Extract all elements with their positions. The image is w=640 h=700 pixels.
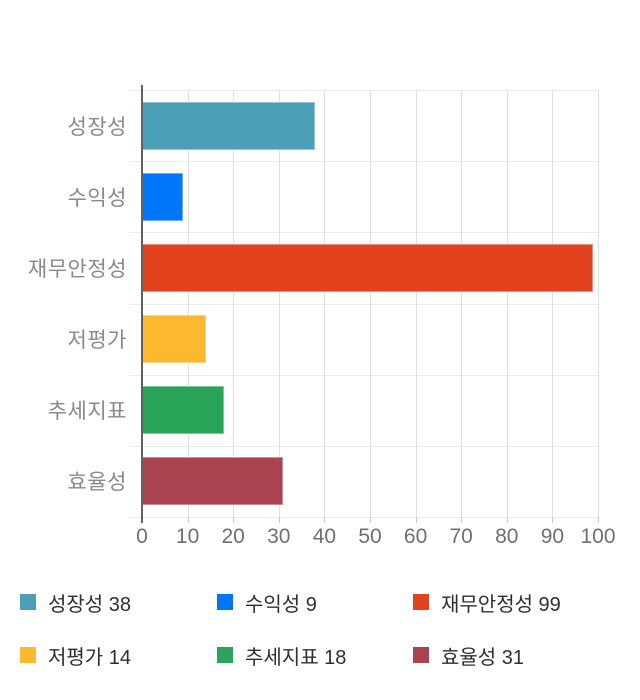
legend-item: 저평가 14: [20, 645, 131, 669]
axis-tick: [506, 517, 508, 523]
row-gridline: [130, 303, 598, 305]
x-tick-label: 80: [495, 525, 519, 548]
gridline: [233, 90, 235, 517]
x-tick-label: 50: [358, 525, 382, 548]
legend-item: 재무안정성 99: [413, 592, 561, 616]
legend-swatch: [413, 594, 429, 610]
axis-tick: [461, 517, 463, 523]
row-gridline: [130, 232, 598, 234]
row-gridline: [130, 517, 598, 518]
row-gridline: [130, 445, 598, 447]
gridline: [552, 90, 554, 517]
gridline: [598, 90, 599, 517]
category-label: 저평가: [67, 329, 127, 353]
legend-swatch: [20, 594, 36, 610]
axis-tick: [598, 517, 599, 523]
x-tick-label: 70: [449, 525, 473, 548]
bar: [142, 101, 316, 150]
legend-swatch: [217, 594, 233, 610]
x-tick-label: 10: [175, 525, 200, 548]
gridline: [461, 90, 463, 517]
category-label: 효율성: [67, 471, 127, 495]
x-tick-label: 30: [267, 525, 291, 548]
row-gridline: [130, 161, 598, 163]
x-tick-label: 20: [221, 525, 245, 548]
x-tick-label: 90: [540, 525, 565, 548]
bar: [142, 386, 225, 435]
legend-swatch: [217, 647, 233, 663]
axis-tick: [370, 517, 371, 523]
axis-tick: [552, 517, 554, 523]
bar: [142, 243, 594, 292]
category-label: 성장성: [67, 115, 127, 139]
bar: [142, 457, 284, 506]
axis-tick: [278, 517, 280, 523]
legend-swatch: [413, 647, 429, 663]
category-label: 추세지표: [47, 400, 127, 424]
row-gridline: [130, 90, 598, 91]
x-tick-label: 100: [580, 525, 616, 548]
gridline: [187, 90, 189, 517]
legend-swatch: [20, 647, 36, 663]
category-label: 재무안정성: [27, 257, 127, 281]
axis-tick: [187, 517, 189, 523]
legend-label: 저평가 14: [48, 646, 132, 669]
legend-item: 효율성 31: [413, 645, 524, 669]
legend-label: 추세지표 18: [245, 646, 347, 669]
legend-item: 추세지표 18: [217, 645, 346, 669]
gridline: [278, 90, 280, 517]
category-label: 수익성: [67, 186, 127, 210]
y-axis-line: [141, 85, 143, 523]
x-tick-label: 60: [403, 525, 428, 548]
x-tick-label: 40: [312, 525, 337, 548]
axis-tick: [233, 517, 235, 523]
legend-item: 성장성 38: [20, 592, 131, 616]
legend-label: 수익성 9: [245, 593, 317, 616]
legend-label: 재무안정성 99: [441, 593, 561, 616]
bar: [142, 172, 184, 221]
row-gridline: [130, 374, 598, 376]
legend-label: 성장성 38: [48, 593, 132, 616]
gridline: [324, 90, 326, 517]
axis-tick: [324, 517, 326, 523]
bar: [142, 315, 206, 364]
gridline: [415, 90, 417, 517]
legend-item: 수익성 9: [217, 592, 317, 616]
gridline: [506, 90, 508, 517]
legend-label: 효율성 31: [441, 646, 525, 669]
x-tick-label: 0: [136, 525, 148, 548]
axis-tick: [415, 517, 417, 523]
gridline: [370, 90, 371, 517]
